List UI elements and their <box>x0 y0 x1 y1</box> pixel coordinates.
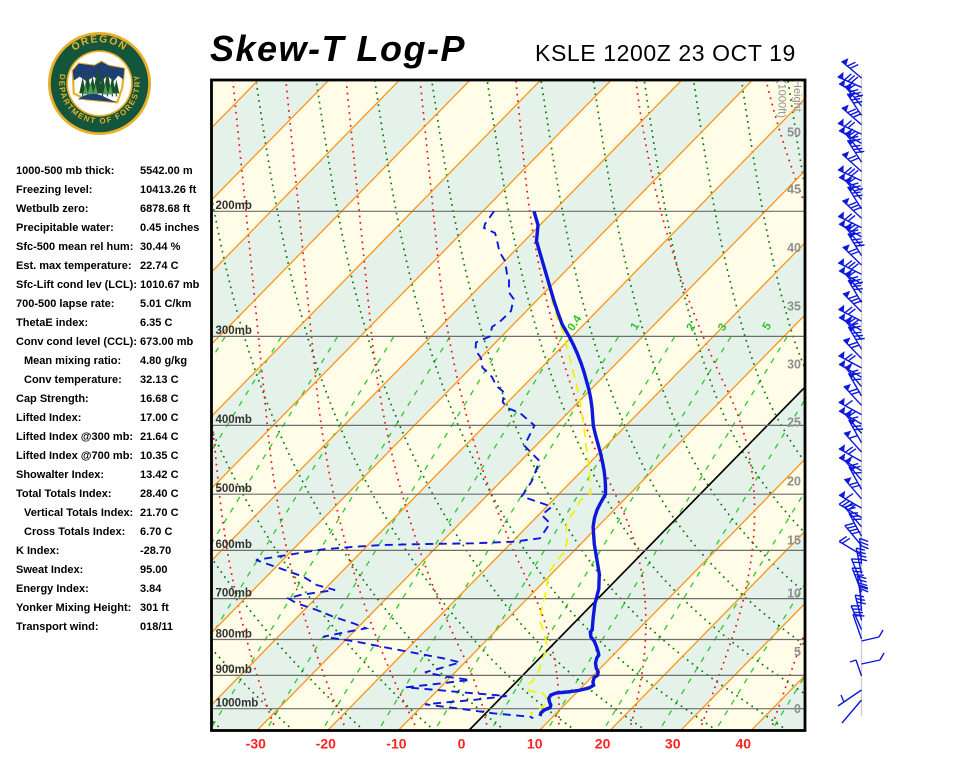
svg-text:1000mb: 1000mb <box>216 698 259 710</box>
svg-text:-20: -20 <box>316 736 336 752</box>
svg-text:500mb: 500mb <box>216 483 252 495</box>
svg-text:5: 5 <box>794 645 801 659</box>
svg-text:35: 35 <box>787 300 801 314</box>
svg-text:400mb: 400mb <box>216 414 252 426</box>
svg-text:10: 10 <box>527 736 543 752</box>
svg-text:50: 50 <box>787 126 801 140</box>
svg-text:-30: -30 <box>246 736 266 752</box>
svg-text:-10: -10 <box>386 736 406 752</box>
svg-text:40: 40 <box>787 241 801 255</box>
svg-text:0: 0 <box>794 702 801 716</box>
svg-text:40: 40 <box>736 736 752 752</box>
svg-text:20: 20 <box>595 736 611 752</box>
svg-text:20: 20 <box>787 474 801 488</box>
svg-text:800mb: 800mb <box>216 628 252 640</box>
svg-text:30: 30 <box>665 736 681 752</box>
svg-text:0: 0 <box>458 736 466 752</box>
svg-text:30: 30 <box>787 357 801 371</box>
svg-text:300mb: 300mb <box>216 325 252 337</box>
svg-text:25: 25 <box>787 415 801 429</box>
svg-text:10: 10 <box>787 587 801 601</box>
svg-text:700mb: 700mb <box>216 587 252 599</box>
svg-text:600mb: 600mb <box>216 539 252 551</box>
svg-text:45: 45 <box>787 182 801 196</box>
svg-text:15: 15 <box>787 534 801 548</box>
svg-text:900mb: 900mb <box>216 664 252 676</box>
svg-text:200mb: 200mb <box>216 200 252 212</box>
